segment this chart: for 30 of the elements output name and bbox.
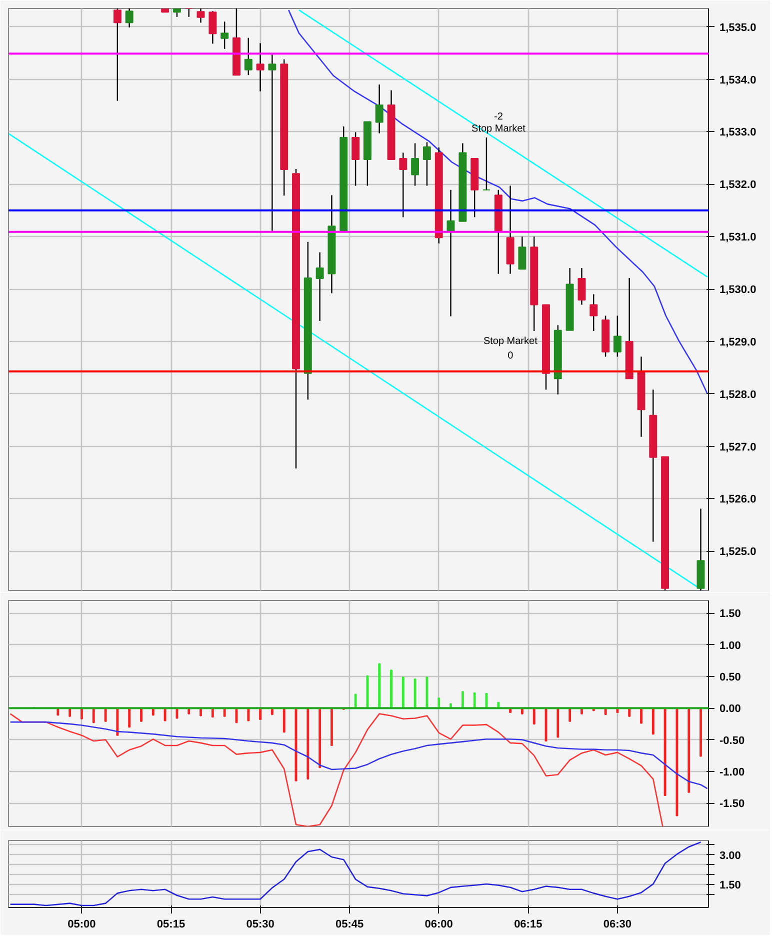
y-tick-label: 1.50	[720, 880, 741, 892]
y-tick-label: 1,528.0	[720, 388, 756, 401]
y-tick-label: 0.00	[720, 703, 741, 716]
x-tick-label: 05:00	[68, 918, 96, 930]
y-tick-label: 1,526.0	[720, 494, 756, 506]
y-tick-label: 1,531.0	[720, 232, 756, 244]
y-tick-label: 0.50	[720, 671, 741, 684]
annotation: 0	[508, 350, 514, 362]
y-tick-label: -0.50	[720, 734, 745, 747]
y-tick-label: 1,529.0	[720, 336, 756, 348]
x-tick-label: 06:30	[603, 918, 632, 930]
y-tick-label: 1.50	[720, 608, 741, 620]
y-tick-label: 1,530.0	[720, 284, 756, 296]
y-tick-label: 1,525.0	[720, 546, 756, 558]
y-tick-label: 3.00	[720, 850, 741, 862]
y-tick-label: 1,527.0	[720, 441, 756, 454]
y-tick-label: -1.00	[720, 766, 745, 778]
y-tick-label: 1,533.0	[720, 126, 756, 139]
y-tick-label: 1,535.0	[720, 22, 756, 34]
y-tick-label: 1,534.0	[720, 74, 756, 86]
y-tick-label: 1.00	[720, 640, 741, 652]
x-tick-label: 05:15	[156, 918, 186, 930]
x-tick-label: 06:15	[514, 918, 542, 930]
y-tick-label: 1,532.0	[720, 179, 756, 192]
x-tick-label: 05:30	[246, 918, 274, 930]
annotation: Stop Market	[483, 336, 538, 347]
x-tick-label: 06:00	[424, 918, 453, 930]
x-tick-label: 05:45	[336, 918, 364, 930]
annotation: -2	[494, 112, 504, 123]
y-tick-label: -1.50	[720, 798, 745, 810]
